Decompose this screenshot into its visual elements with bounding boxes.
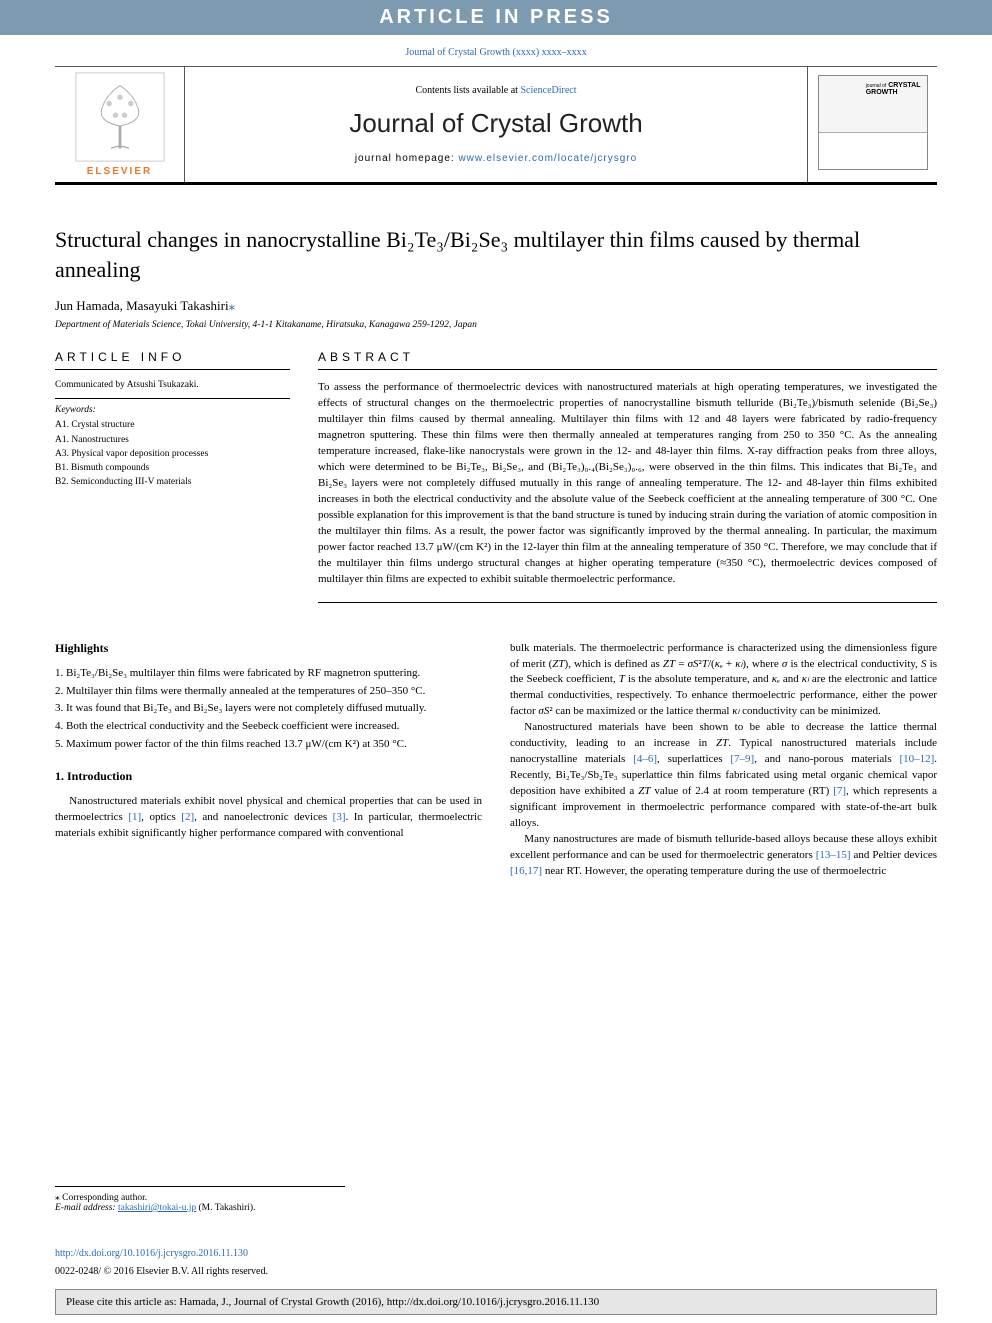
abstract-column: ABSTRACT To assess the performance of th… — [318, 350, 937, 602]
keyword-item: A1. Nanostructures — [55, 433, 290, 447]
intro-paragraph-left: Nanostructured materials exhibit novel p… — [55, 794, 482, 842]
highlights-heading: Highlights — [55, 641, 482, 656]
body-two-column: Highlights Bi₂Te₃/Bi₂Se₃ multilayer thin… — [55, 641, 937, 880]
authors-line: Jun Hamada, Masayuki Takashiri⁎ — [55, 298, 937, 314]
intro-paragraph-r1: bulk materials. The thermoelectric perfo… — [510, 641, 937, 721]
left-column: Highlights Bi₂Te₃/Bi₂Se₃ multilayer thin… — [55, 641, 482, 880]
homepage-link[interactable]: www.elsevier.com/locate/jcrysgro — [458, 153, 637, 164]
elsevier-tree-icon — [75, 72, 165, 162]
email-label: E-mail address: — [55, 1203, 118, 1213]
communicated-by: Communicated by Atsushi Tsukazaki. — [55, 380, 290, 399]
footnotes: ⁎ Corresponding author. E-mail address: … — [55, 1186, 345, 1213]
article-title: Structural changes in nanocrystalline Bi… — [55, 225, 937, 284]
cover-box: journal of CRYSTAL GROWTH — [818, 75, 928, 170]
email-suffix: (M. Takashiri). — [196, 1203, 255, 1213]
keywords-label: Keywords: — [55, 405, 290, 415]
highlight-item: Maximum power factor of the thin films r… — [55, 737, 482, 753]
corresponding-author-note: ⁎ Corresponding author. — [55, 1192, 345, 1203]
doi-link[interactable]: http://dx.doi.org/10.1016/j.jcrysgro.201… — [55, 1248, 248, 1259]
highlight-item: It was found that Bi₂Te₃ and Bi₂Se₃ laye… — [55, 701, 482, 717]
contents-prefix: Contents lists available at — [415, 85, 520, 96]
article-info-column: ARTICLE INFO Communicated by Atsushi Tsu… — [55, 350, 290, 602]
journal-masthead: ELSEVIER Contents lists available at Sci… — [55, 66, 937, 185]
journal-reference-line: Journal of Crystal Growth (xxxx) xxxx–xx… — [0, 35, 992, 66]
intro-paragraph-r2: Nanostructured materials have been shown… — [510, 720, 937, 832]
highlights-list: Bi₂Te₃/Bi₂Se₃ multilayer thin films were… — [55, 666, 482, 754]
intro-left-text: Nanostructured materials exhibit novel p… — [55, 794, 482, 842]
highlight-item: Multilayer thin films were thermally ann… — [55, 684, 482, 700]
homepage-prefix: journal homepage: — [355, 153, 459, 164]
elsevier-wordmark: ELSEVIER — [87, 166, 152, 177]
citation-box: Please cite this article as: Hamada, J.,… — [55, 1289, 937, 1315]
intro-paragraph-r3: Many nanostructures are made of bismuth … — [510, 832, 937, 880]
article-info-heading: ARTICLE INFO — [55, 350, 290, 370]
introduction-heading: 1. Introduction — [55, 769, 482, 784]
keyword-item: B1. Bismuth compounds — [55, 461, 290, 475]
contents-available-line: Contents lists available at ScienceDirec… — [205, 77, 787, 96]
authors: Jun Hamada, Masayuki Takashiri — [55, 298, 229, 313]
journal-cover-thumbnail: journal of CRYSTAL GROWTH — [807, 67, 937, 182]
affiliation: Department of Materials Science, Tokai U… — [55, 320, 937, 330]
journal-homepage-line: journal homepage: www.elsevier.com/locat… — [205, 153, 787, 164]
keywords-list: A1. Crystal structureA1. NanostructuresA… — [55, 418, 290, 489]
article-in-press-banner: ARTICLE IN PRESS — [0, 0, 992, 35]
abstract-heading: ABSTRACT — [318, 350, 937, 370]
elsevier-logo: ELSEVIER — [55, 67, 185, 182]
keyword-item: A3. Physical vapor deposition processes — [55, 447, 290, 461]
cover-brand-2: GROWTH — [866, 89, 898, 96]
masthead-center: Contents lists available at ScienceDirec… — [185, 67, 807, 182]
abstract-text: To assess the performance of thermoelect… — [318, 380, 937, 602]
email-line: E-mail address: takashiri@tokai-u.jp (M.… — [55, 1203, 345, 1213]
sciencedirect-link[interactable]: ScienceDirect — [520, 85, 576, 96]
info-abstract-row: ARTICLE INFO Communicated by Atsushi Tsu… — [55, 350, 937, 602]
right-column: bulk materials. The thermoelectric perfo… — [510, 641, 937, 880]
corresponding-mark: ⁎ — [229, 298, 236, 313]
page: ARTICLE IN PRESS Journal of Crystal Grow… — [0, 0, 992, 1323]
highlight-item: Both the electrical conductivity and the… — [55, 719, 482, 735]
keyword-item: B2. Semiconducting III-V materials — [55, 475, 290, 489]
article-content: Structural changes in nanocrystalline Bi… — [0, 185, 992, 880]
cover-brand-1: CRYSTAL — [888, 82, 920, 89]
keyword-item: A1. Crystal structure — [55, 418, 290, 432]
journal-title: Journal of Crystal Growth — [205, 108, 787, 139]
highlight-item: Bi₂Te₃/Bi₂Se₃ multilayer thin films were… — [55, 666, 482, 682]
author-email-link[interactable]: takashiri@tokai-u.jp — [118, 1203, 196, 1213]
copyright-line: 0022-0248/ © 2016 Elsevier B.V. All righ… — [55, 1266, 268, 1277]
doi-block: http://dx.doi.org/10.1016/j.jcrysgro.201… — [55, 1248, 248, 1259]
